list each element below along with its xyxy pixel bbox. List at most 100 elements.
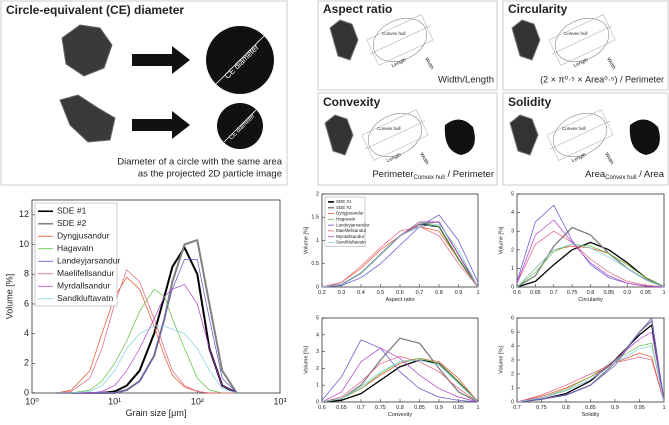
x-tick-label: 0.9	[623, 290, 631, 296]
y-tick-label: 0	[316, 399, 319, 405]
y-tick-label: 1	[316, 238, 319, 244]
y-tick-label: 10	[19, 239, 29, 249]
series-line	[321, 223, 479, 288]
y-tick-label: 1	[511, 266, 514, 272]
legend-label: Landeyjarsandur	[57, 256, 120, 266]
series-line	[321, 226, 479, 288]
y-axis-label: Volume [%]	[4, 274, 14, 320]
x-tick-label: 0.7	[550, 290, 558, 296]
x-tick-label: 0.7	[513, 405, 521, 411]
legend-box	[324, 196, 366, 247]
x-tick-label: 0.6	[318, 405, 326, 411]
x-tick-label: 0.85	[604, 290, 615, 296]
y-axis-label: Volume [%]	[303, 346, 309, 374]
legend-label: SDE #2	[57, 218, 87, 228]
panel-frame	[317, 92, 498, 186]
diameter-line	[215, 35, 265, 85]
legend-label: Myrdallsandur	[57, 281, 111, 291]
x-tick-label: 0.2	[318, 290, 326, 296]
y-axis-label: Volume [%]	[498, 346, 504, 374]
series-line	[321, 339, 479, 403]
x-tick-label: 10¹	[108, 396, 121, 406]
y-tick-label: 2	[24, 358, 29, 368]
diagram-label: Length	[391, 57, 408, 69]
series-line	[516, 317, 665, 403]
x-tick-label: 0.95	[640, 290, 651, 296]
y-tick-label: 3	[511, 357, 514, 363]
series-line	[56, 325, 237, 394]
y-tick-label: 1	[316, 383, 319, 389]
x-tick-label: 0.75	[375, 405, 386, 411]
x-tick-label: 10⁰	[25, 396, 39, 406]
series-line	[321, 214, 479, 288]
diagram-line	[364, 120, 426, 150]
legend-label: Sandkluftavatn	[336, 240, 366, 245]
series-line	[516, 352, 665, 403]
legend-label: Hagavatn	[57, 243, 94, 253]
x-tick-label: 1	[662, 290, 665, 296]
legend-label: SDE #1	[57, 206, 87, 216]
legend-label: Sandkluftavatn	[57, 293, 114, 303]
y-tick-label: 2	[511, 371, 514, 377]
formula: PerimeterConvex hull / Perimeter	[372, 169, 494, 181]
y-tick-label: 3	[511, 229, 514, 235]
x-tick-label: 0.8	[435, 290, 443, 296]
x-axis-label: Grain size [μm]	[126, 408, 187, 418]
caption: as the projected 2D particle image	[138, 169, 282, 180]
y-tick-label: 0.5	[311, 261, 319, 267]
x-tick-label: 0.3	[338, 290, 346, 296]
series-line	[516, 324, 665, 403]
formula: (2 × π⁰·⁵ × Area⁰·⁵) / Perimeter	[540, 74, 664, 84]
series-line	[516, 331, 665, 403]
panel-frame	[0, 0, 288, 186]
formula-part: / Area	[637, 169, 665, 180]
y-tick-label: 0	[511, 284, 514, 290]
y-tick-label: 0	[24, 387, 29, 397]
x-tick-label: 0.8	[587, 290, 595, 296]
x-tick-label: 0.85	[585, 405, 596, 411]
legend-label: Myrdallsandur	[336, 234, 365, 239]
series-line	[516, 342, 665, 403]
diagram-label: Width	[605, 57, 617, 71]
caption: Diameter of a circle with the same area	[117, 157, 282, 168]
particle	[324, 114, 354, 156]
formula-part: / Perimeter	[445, 169, 494, 180]
series-line	[56, 284, 237, 394]
panel-frame	[317, 0, 498, 91]
y-tick-label: 4	[511, 210, 514, 216]
x-tick-label: 0.4	[357, 290, 365, 296]
series-line	[56, 259, 238, 394]
diagram-label: Convex hull	[564, 31, 588, 36]
x-tick-label: 0.9	[455, 290, 463, 296]
diagram-label: Length	[571, 152, 588, 164]
x-tick-label: 0.6	[396, 290, 404, 296]
legend-label: Dyngjusandur	[336, 211, 364, 216]
legend-label: Hagavatn	[336, 216, 356, 221]
y-tick-label: 3	[316, 349, 319, 355]
legend-label: SDE #1	[336, 199, 352, 204]
arrow	[132, 46, 190, 74]
x-tick-label: 0.7	[416, 290, 424, 296]
diagram-label: Convex hull	[562, 126, 586, 131]
series-line	[56, 288, 237, 394]
plot-area	[31, 199, 281, 394]
formula: Width/Length	[438, 75, 494, 86]
y-tick-label: 5	[316, 315, 319, 321]
formula-part: Perimeter	[372, 169, 413, 180]
x-axis-label: Aspect ratio	[385, 297, 414, 303]
series-line	[516, 243, 665, 288]
series-line	[516, 245, 665, 288]
arrow	[132, 111, 190, 139]
x-axis-label: Solidity	[582, 412, 600, 418]
filled-hull	[444, 119, 475, 155]
plot-area	[321, 317, 479, 403]
x-tick-label: 10³	[273, 396, 286, 406]
diagram-line	[549, 120, 611, 150]
x-tick-label: 10²	[191, 396, 204, 406]
particle	[511, 19, 541, 61]
x-tick-label: 0.9	[611, 405, 619, 411]
series-line	[321, 359, 479, 403]
y-tick-label: 12	[19, 209, 29, 219]
series-line	[321, 347, 479, 403]
series-line	[516, 345, 665, 403]
